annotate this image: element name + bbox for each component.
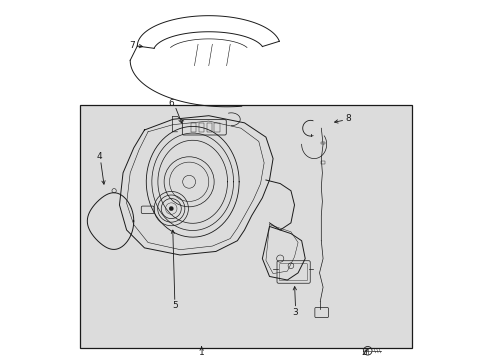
Text: 4: 4 xyxy=(96,152,102,161)
Text: 1: 1 xyxy=(198,348,204,357)
Text: 2: 2 xyxy=(361,348,366,357)
Bar xyxy=(214,123,220,132)
Bar xyxy=(321,142,324,144)
Bar xyxy=(206,123,212,132)
Text: 5: 5 xyxy=(172,301,177,310)
Circle shape xyxy=(169,206,173,211)
Bar xyxy=(198,123,203,132)
Text: 6: 6 xyxy=(168,99,174,108)
Bar xyxy=(80,105,411,348)
Bar xyxy=(190,123,196,132)
Bar xyxy=(321,161,324,164)
Text: 3: 3 xyxy=(292,308,298,317)
Text: 8: 8 xyxy=(345,114,350,123)
Text: 7: 7 xyxy=(129,41,135,50)
